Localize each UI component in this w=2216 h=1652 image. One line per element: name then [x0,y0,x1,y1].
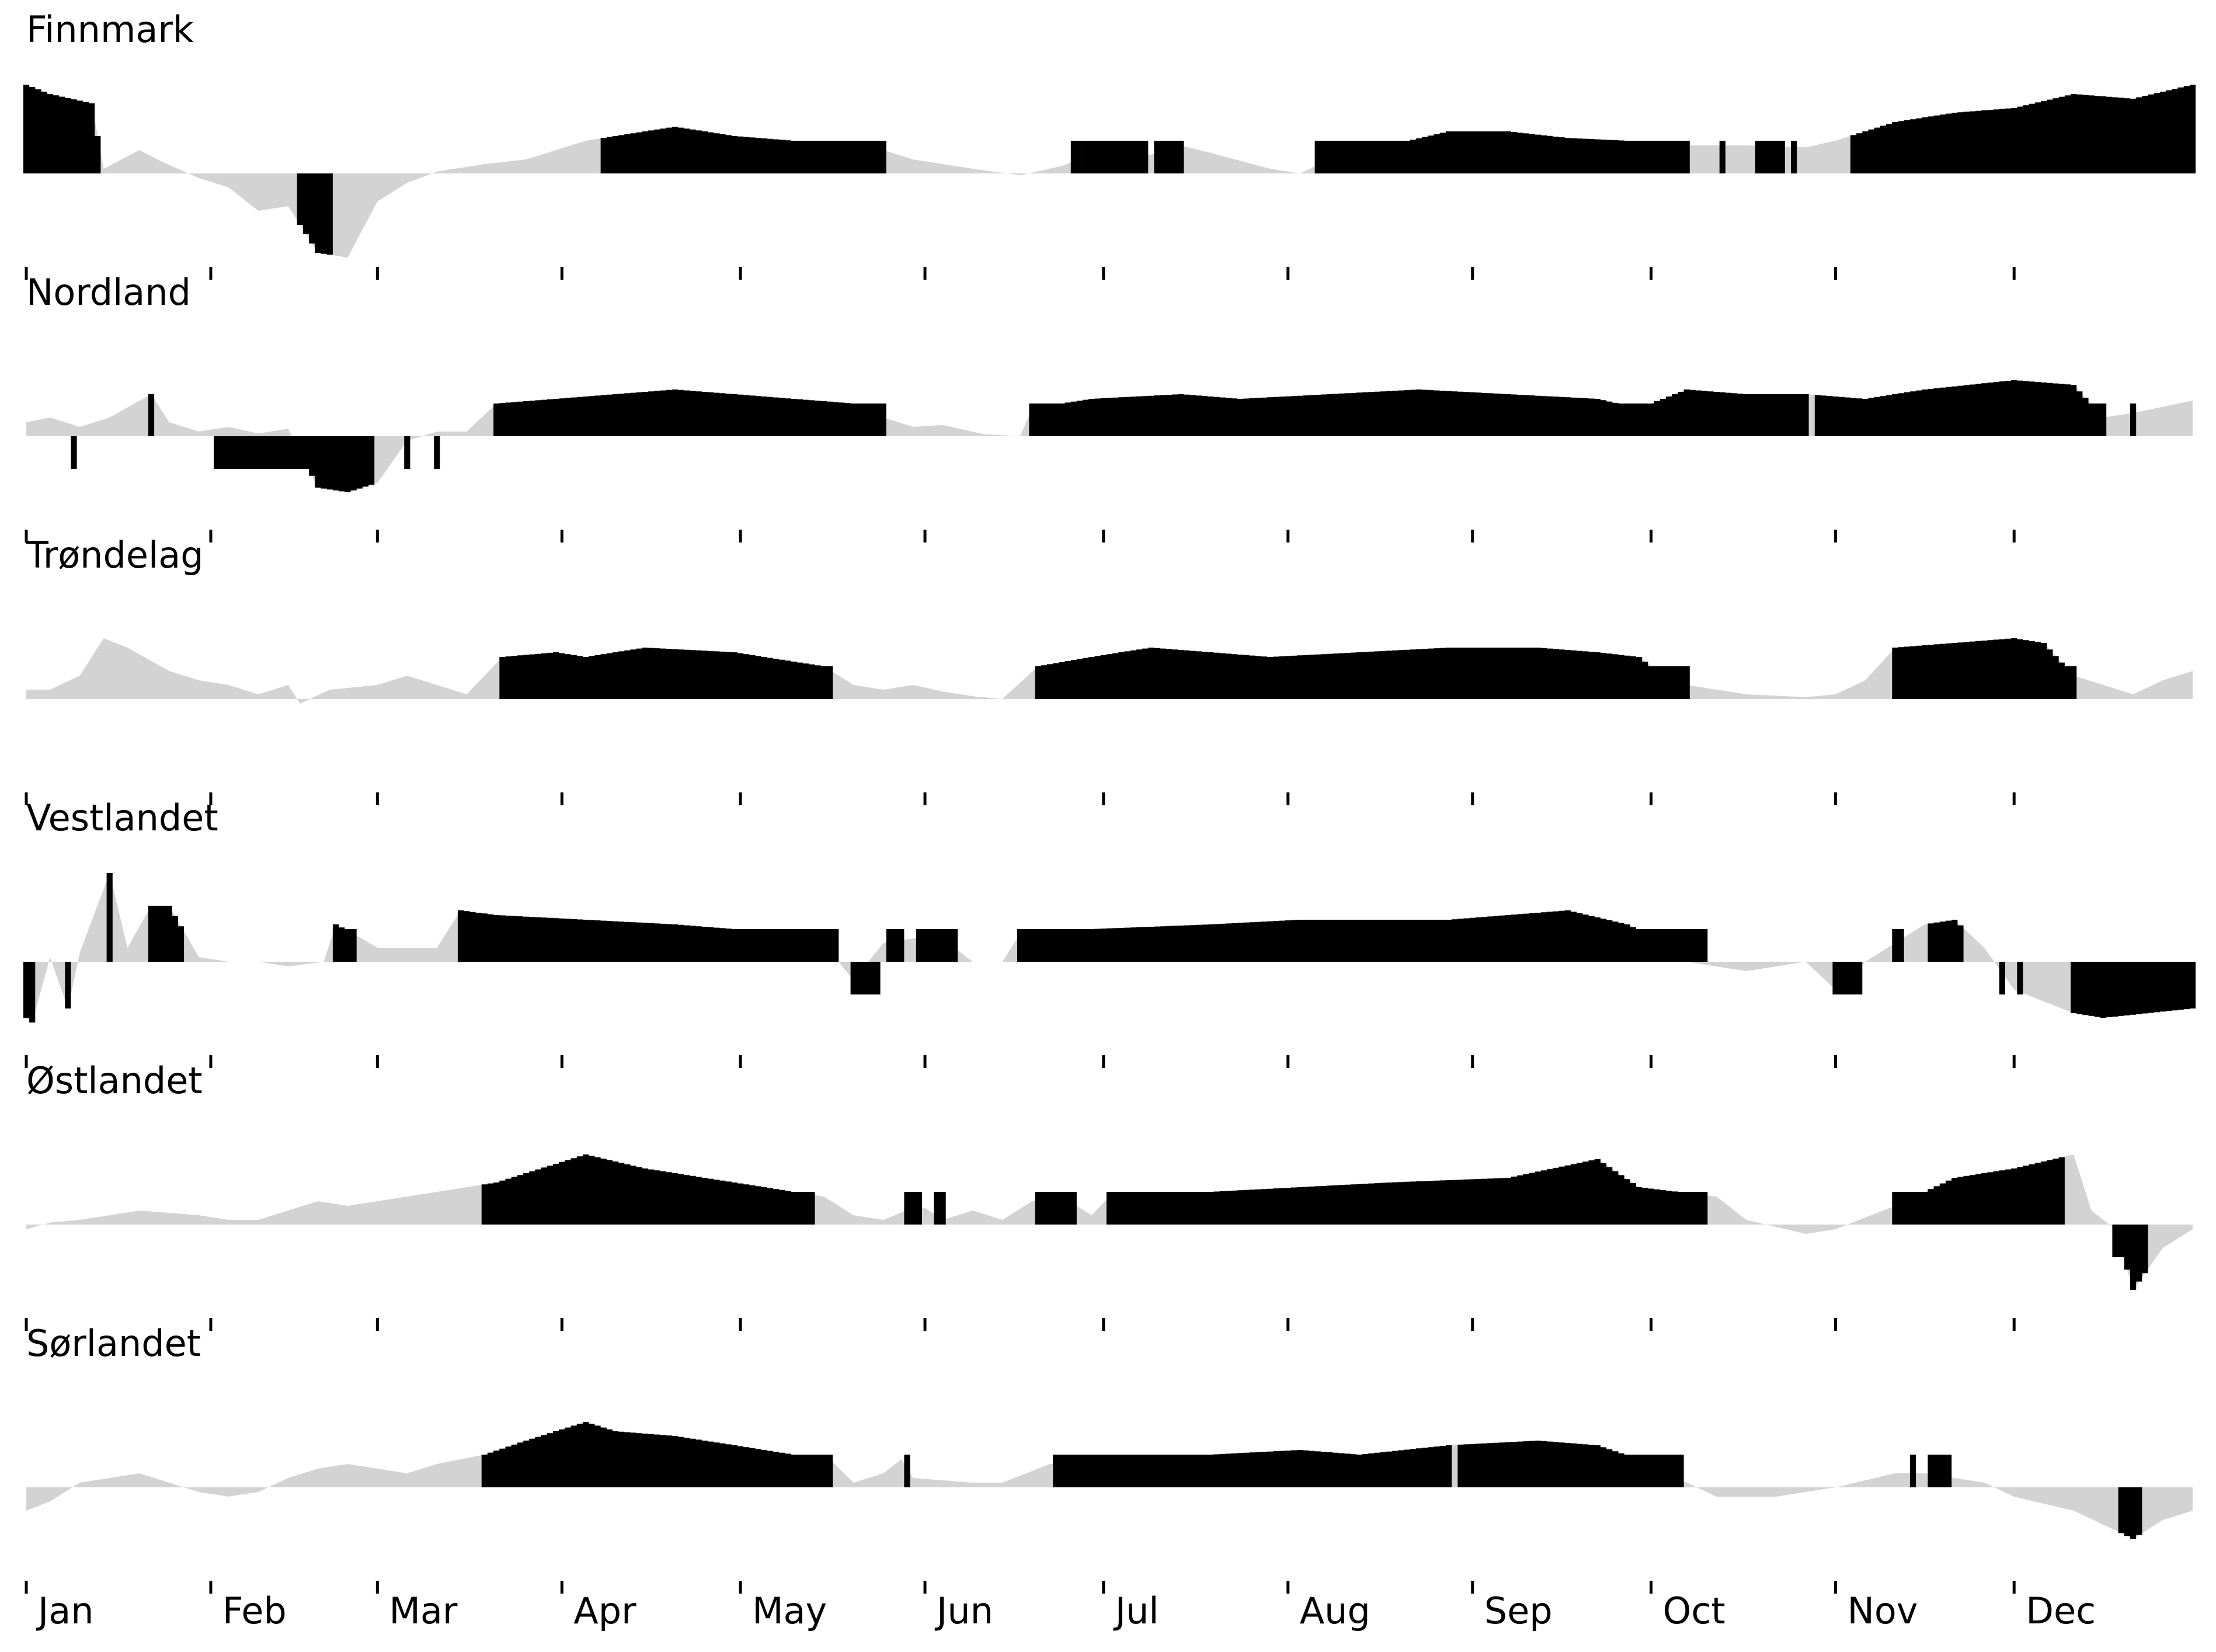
month-label-jun: Jun [934,1590,993,1632]
highlight-bar [2118,1487,2142,1539]
highlight-bar [1314,131,1690,173]
month-label-sep: Sep [1484,1590,1553,1632]
month-label-may: May [752,1590,827,1632]
month-label-apr: Apr [573,1590,636,1632]
highlight-bar [1892,1157,2065,1225]
month-axis-labels: Jan Feb Mar Apr May Jun Jul Aug Sep Oct Nov Dec [36,1590,2096,1632]
highlight-bar [1070,141,1083,173]
highlight-bar [1154,141,1184,173]
highlight-bar [2071,962,2196,1018]
highlight-bar [457,910,833,962]
highlight-bar [1791,141,1797,173]
highlight-bar [2130,404,2137,436]
highlight-bar [404,436,411,469]
highlight-bar [1457,1441,1684,1487]
highlight-bar [1928,1455,1952,1487]
highlight-bar [23,962,36,1022]
highlight-bar [1035,1192,1077,1225]
panel-title: Finnmark [26,8,194,51]
highlight-bar [2112,1225,2148,1290]
highlight-bar [1017,910,1708,962]
highlight-bar [904,1192,922,1225]
highlight-bar [1035,648,1690,699]
highlight-bar [1850,85,2196,173]
highlight-bar [904,1455,910,1487]
highlight-bar [2017,962,2023,994]
month-label-feb: Feb [222,1590,287,1632]
highlight-bar [1106,1159,1708,1225]
highlight-bar [214,436,375,492]
month-label-mar: Mar [389,1590,457,1632]
highlight-bar [1909,1455,1916,1487]
month-label-dec: Dec [2026,1590,2096,1632]
highlight-bar [148,394,155,436]
highlight-bar [1892,929,1904,962]
highlight-bar [1083,141,1149,173]
panel-title: Trøndelag [26,534,204,576]
highlight-bar [1814,380,2107,436]
highlight-bar [481,1422,833,1487]
panels-container: Finnmark Nordland Trøndelag Vestlandet Østla… [23,8,2196,1632]
panel-østlandet: Østlandet [25,1059,2193,1331]
panel-vestlandet: Vestlandet [23,797,2196,1068]
highlight-bar [916,929,958,962]
highlight-bar [65,962,71,1008]
month-label-nov: Nov [1847,1590,1918,1632]
highlight-bar [1755,141,1785,173]
highlight-bar [1892,638,2077,699]
panel-finnmark: Finnmark [23,8,2196,280]
highlight-bar [1029,389,1809,436]
highlight-bar [297,173,333,255]
month-label-aug: Aug [1300,1590,1370,1632]
highlight-bar [332,924,357,962]
highlight-bar [499,648,833,699]
highlight-bar [106,873,113,962]
highlight-bar [1719,141,1726,173]
highlight-bar [434,436,440,469]
panel-trøndelag: Trøndelag [25,534,2193,805]
month-label-jan: Jan [36,1590,94,1632]
panel-title: Vestlandet [26,797,218,839]
highlight-bar [23,85,101,173]
highlight-bar [850,962,881,994]
highlight-bar [1928,920,1964,962]
highlight-bar [934,1192,946,1225]
panel-title: Sørlandet [26,1322,201,1365]
month-label-oct: Oct [1663,1590,1726,1632]
month-label-jul: Jul [1113,1590,1159,1632]
highlight-bar [71,436,77,469]
highlight-bar [886,929,905,962]
highlight-bar [1053,1445,1452,1487]
panel-sørlandet: Sørlandet [25,1322,2193,1594]
highlight-bar [833,929,839,962]
highlight-bar [1999,962,2005,994]
highlight-bar [481,1154,815,1225]
panel-title: Østlandet [26,1059,203,1102]
highlight-bar [493,389,886,436]
highlight-bar [148,906,185,962]
panel-title: Nordland [26,271,191,314]
panel-nordland: Nordland [25,271,2193,542]
highlight-bar [1832,962,1863,994]
highlight-bar [600,127,886,173]
